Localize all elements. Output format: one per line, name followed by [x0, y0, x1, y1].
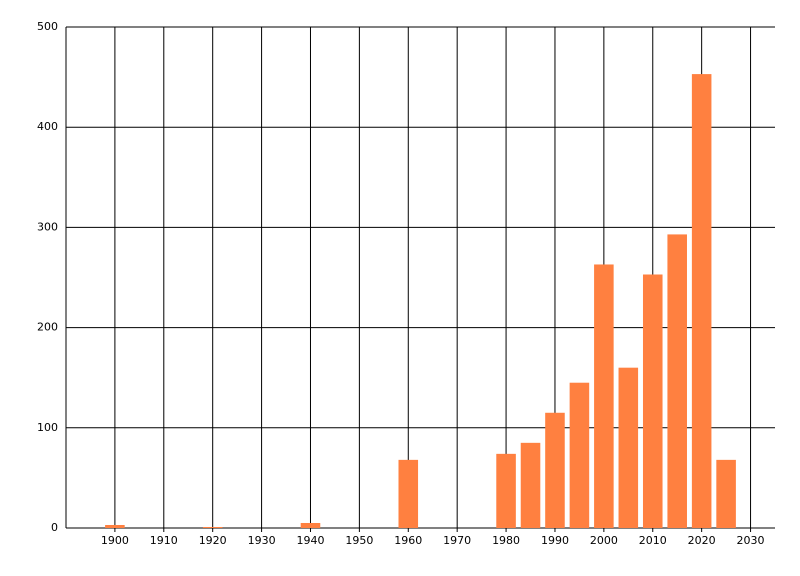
- x-tick-label: 1950: [345, 534, 373, 547]
- bar: [618, 367, 639, 528]
- x-tick-label: 1960: [394, 534, 422, 547]
- x-tick-label: 2030: [737, 534, 765, 547]
- bar: [398, 459, 419, 528]
- bar: [691, 74, 712, 529]
- bar: [569, 382, 590, 528]
- bar: [496, 453, 516, 528]
- x-tick-label: 1940: [296, 534, 324, 547]
- x-tick-label: 1980: [492, 534, 520, 547]
- bar: [642, 274, 663, 528]
- y-tick-label: 100: [37, 421, 58, 434]
- x-tick-label: 1920: [199, 534, 227, 547]
- x-tick-label: 1970: [443, 534, 471, 547]
- x-tick-label: 1930: [248, 534, 276, 547]
- y-tick-label: 300: [37, 220, 58, 233]
- x-tick-label: 2000: [590, 534, 618, 547]
- bar: [520, 442, 541, 528]
- y-tick-label: 400: [37, 120, 58, 133]
- bar: [105, 524, 125, 528]
- bar: [667, 234, 687, 528]
- bar: [202, 526, 223, 528]
- x-tick-label: 1990: [541, 534, 569, 547]
- x-tick-label: 2020: [688, 534, 716, 547]
- bar: [300, 522, 321, 528]
- y-tick-label: 200: [37, 321, 58, 334]
- bar: [716, 459, 736, 528]
- bar: [545, 412, 565, 528]
- y-tick-label: 500: [37, 20, 58, 33]
- x-tick-label: 1900: [101, 534, 129, 547]
- y-tick-label: 0: [51, 521, 58, 534]
- bar: [594, 264, 614, 528]
- x-tick-label: 2010: [639, 534, 667, 547]
- x-tick-label: 1910: [150, 534, 178, 547]
